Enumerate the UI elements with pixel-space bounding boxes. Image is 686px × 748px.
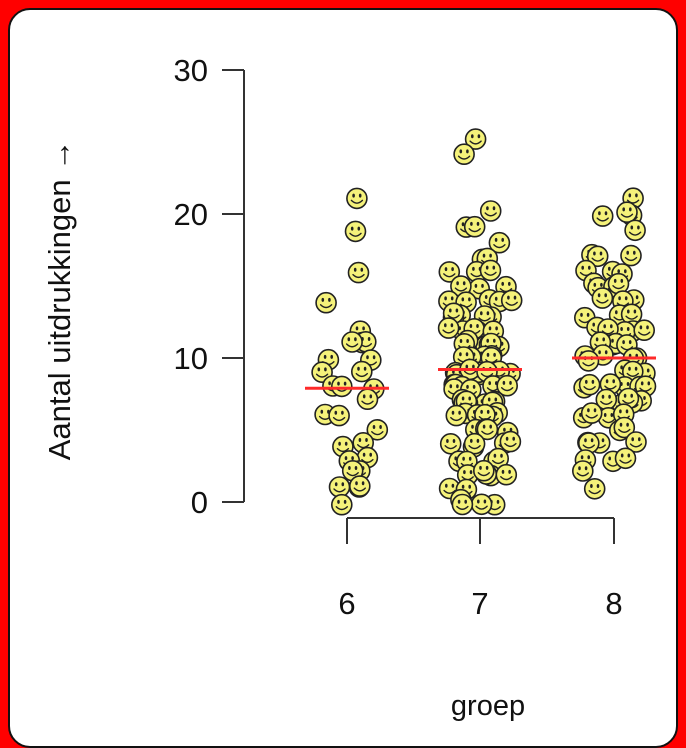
smiley-point — [463, 432, 486, 455]
mean-lines — [305, 356, 656, 390]
smiley-point — [479, 200, 502, 222]
smiley-point — [348, 475, 371, 497]
y-tick-label: 30 — [174, 53, 208, 88]
smiley-point — [479, 259, 502, 282]
smiley-point — [591, 205, 614, 227]
smiley-point — [620, 244, 642, 267]
smiley-point — [633, 319, 656, 342]
x-tick-label: 8 — [605, 586, 622, 621]
smiley-point — [614, 447, 637, 470]
smiley-point — [344, 220, 367, 243]
y-axis-label: Aantal uitdrukkingen → — [42, 140, 77, 461]
y-tick-label: 0 — [191, 485, 208, 520]
smiley-point — [577, 350, 600, 372]
smiley-point — [445, 404, 468, 427]
smiley-point — [571, 460, 594, 482]
smiley-point — [495, 463, 518, 486]
smiley-point — [499, 430, 522, 453]
smiley-point — [578, 373, 601, 396]
smiley-point — [472, 459, 495, 482]
smiley-point — [451, 493, 474, 516]
smiley-point — [470, 493, 493, 516]
x-tick-label: 6 — [338, 586, 355, 621]
smiley-point — [350, 360, 373, 383]
smiley-point — [583, 477, 606, 500]
smiley-point — [453, 143, 475, 165]
smiley-point — [437, 317, 460, 339]
smiley-point — [330, 493, 353, 516]
x-tick-label: 7 — [471, 586, 488, 621]
chart-panel: 0 10 20 30 6 7 8 Aantal uitdrukkingen → groep — [8, 8, 678, 748]
smiley-point — [330, 375, 353, 398]
smiley-point — [356, 388, 379, 411]
smiley-point — [328, 476, 351, 498]
smiley-point — [347, 261, 370, 284]
smiley-point — [624, 219, 646, 242]
strip-chart: 0 10 20 30 6 7 8 Aantal uitdrukkingen → groep — [42, 53, 657, 722]
smiley-point — [341, 331, 363, 353]
smiley-point — [500, 289, 523, 312]
smiley-point — [328, 404, 350, 427]
smiley-point — [580, 402, 603, 424]
y-axis: 0 10 20 30 — [174, 53, 245, 520]
smiley-point — [591, 287, 614, 309]
smiley-point — [315, 291, 337, 314]
x-axis: 6 7 8 — [338, 517, 623, 621]
smiley-point — [463, 215, 486, 238]
smiley-point — [616, 201, 638, 223]
y-tick-label: 10 — [174, 341, 208, 376]
smiley-point — [346, 187, 368, 210]
x-axis-label: groep — [451, 690, 525, 722]
data-points — [311, 128, 657, 516]
y-tick-label: 20 — [174, 197, 208, 232]
